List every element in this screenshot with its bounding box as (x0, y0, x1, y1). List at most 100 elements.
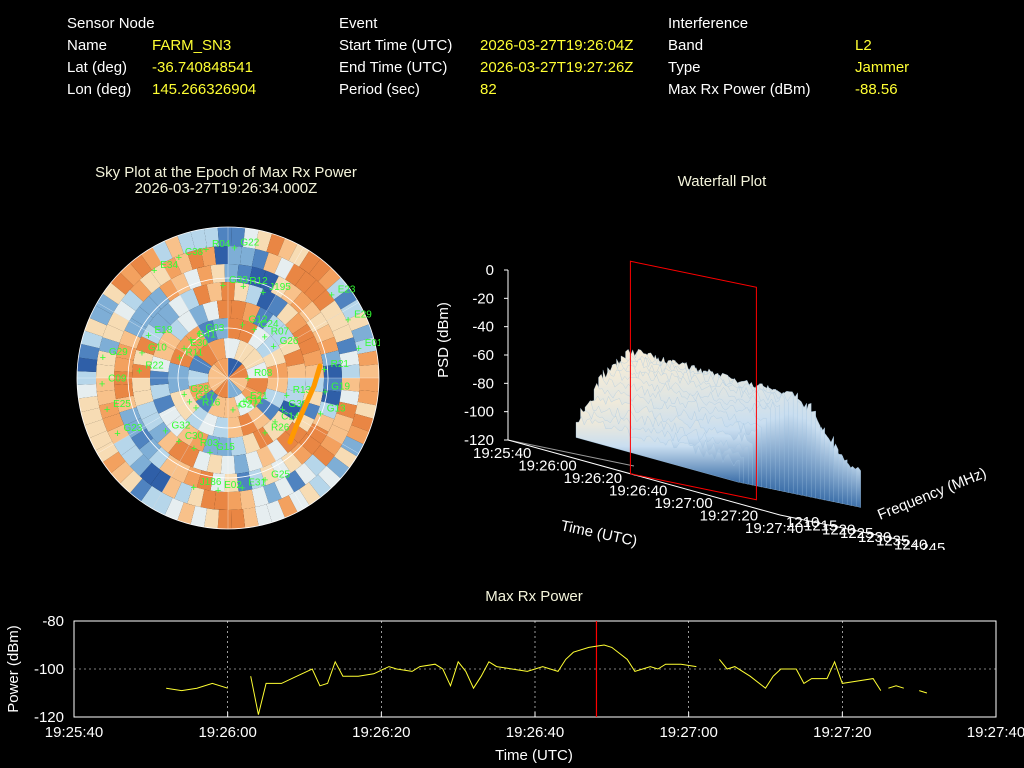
sky-cell (274, 476, 294, 499)
satellite-marker: + (203, 244, 209, 256)
sky-cell (312, 289, 335, 311)
info-label: Start Time (UTC) (339, 37, 453, 54)
satellite-marker: + (207, 447, 213, 459)
sky-cell (233, 454, 250, 474)
sky-cell (176, 423, 198, 446)
sky-cell (271, 410, 294, 432)
marker-plane (629, 260, 757, 501)
sky-cell (304, 454, 327, 477)
time-axis (507, 439, 781, 516)
sky-cell (77, 384, 98, 399)
sky-cell (78, 395, 100, 413)
satellite-label: R07 (271, 326, 290, 337)
sky-cell (162, 476, 182, 499)
sky-cell (102, 413, 124, 432)
sky-cell (115, 395, 137, 413)
sky-cell (170, 348, 194, 368)
satellite-label: G13 (327, 404, 346, 415)
sky-cell (159, 454, 180, 477)
info-value: Jammer (855, 59, 910, 76)
x-tick-label: 19:26:40 (506, 724, 564, 741)
sky-cell (321, 350, 342, 367)
sky-cell (285, 263, 306, 286)
satellite-label: R22 (145, 361, 164, 372)
sky-cell (132, 363, 151, 378)
sky-cell (271, 324, 294, 346)
sky-cell (270, 275, 291, 298)
sky-cell (281, 450, 303, 474)
sky-cell (263, 482, 282, 504)
sky-cell (119, 330, 141, 349)
sky-cell (200, 246, 217, 267)
satellite-label: G12 (248, 314, 267, 325)
sky-cell (107, 312, 130, 332)
sky-cell (202, 434, 220, 456)
waterfall-ridge (575, 416, 740, 483)
satellite-marker: + (136, 366, 142, 378)
satellite-label: G03 (205, 323, 224, 334)
sky-cell (187, 248, 205, 270)
satellite-label: E30 (190, 338, 208, 349)
sky-cell (292, 323, 315, 345)
sky-cell (131, 428, 154, 450)
x-tick-label: 19:27:40 (967, 724, 1024, 741)
z-tick-label: -100 (464, 404, 494, 421)
sky-cell (339, 389, 360, 406)
sky-cell (241, 348, 265, 370)
sky-cell (336, 401, 358, 419)
sky-cell (110, 461, 134, 484)
satellite-label: R13 (293, 385, 312, 396)
satellite-label: E29 (354, 310, 372, 321)
x-axis-label: Time (UTC) (495, 747, 573, 764)
sky-plot: + R08+ G32+ G22+ R26+ G29 + G26+ J186+ G03+ G13+ G2… (76, 226, 380, 530)
power-series-line (250, 644, 697, 715)
waterfall-title: Waterfall Plot (677, 173, 767, 190)
freq-tick-label: 1245 (912, 540, 945, 550)
interference-block: Interference Band L2 Type Jammer Max Rx Powe… (668, 13, 909, 101)
sky-cell (355, 401, 377, 419)
sky-cell (299, 482, 321, 506)
freq-tick-label: 1240 (894, 536, 927, 550)
z-tick-label: -20 (472, 290, 494, 307)
time-tick-label: 19:27:20 (700, 508, 758, 525)
sky-cell (188, 382, 212, 402)
sky-cell (189, 304, 209, 327)
info-value: 82 (480, 81, 497, 98)
satellite-marker: + (181, 389, 187, 401)
sky-cell (242, 227, 259, 249)
sky-cell (231, 227, 246, 247)
sky-cell (107, 424, 130, 444)
sky-cell (256, 288, 276, 311)
sky-cell (283, 349, 305, 367)
sky-cell (176, 310, 198, 333)
sky-cell (180, 288, 200, 311)
sky-cell (267, 438, 288, 462)
sky-cell (195, 343, 218, 367)
satellite-marker: + (99, 378, 105, 390)
x-tick-label: 19:26:00 (198, 724, 256, 741)
satellite-marker: + (284, 390, 290, 402)
event-block: Event Start Time (UTC) 2026-03-27T19:26:0… (339, 13, 633, 101)
sky-cell (283, 389, 305, 407)
sky-cell (231, 509, 246, 529)
sky-cell (217, 509, 232, 529)
satellite-label: R08 (254, 368, 273, 379)
sky-cell (341, 378, 360, 392)
sky-cell (140, 485, 162, 509)
sky-cell (208, 395, 226, 418)
sky-cell (139, 271, 161, 294)
satellite-marker: + (215, 485, 221, 497)
sky-cell (317, 401, 339, 420)
sky-cell (263, 252, 282, 274)
jammer-trajectory (287, 363, 323, 445)
info-row: Start Time (UTC) 2026-03-27T19:26:04Z (339, 35, 633, 57)
sky-cell (267, 294, 288, 318)
sky-cell (290, 291, 313, 314)
sky-cell (113, 300, 136, 321)
satellite-marker: + (239, 319, 245, 331)
sky-cell (89, 305, 113, 326)
sky-cell (359, 378, 379, 392)
freq-tick-label: 1235 (876, 533, 909, 550)
sky-cell (276, 302, 299, 325)
info-row: Period (sec) 82 (339, 79, 633, 101)
